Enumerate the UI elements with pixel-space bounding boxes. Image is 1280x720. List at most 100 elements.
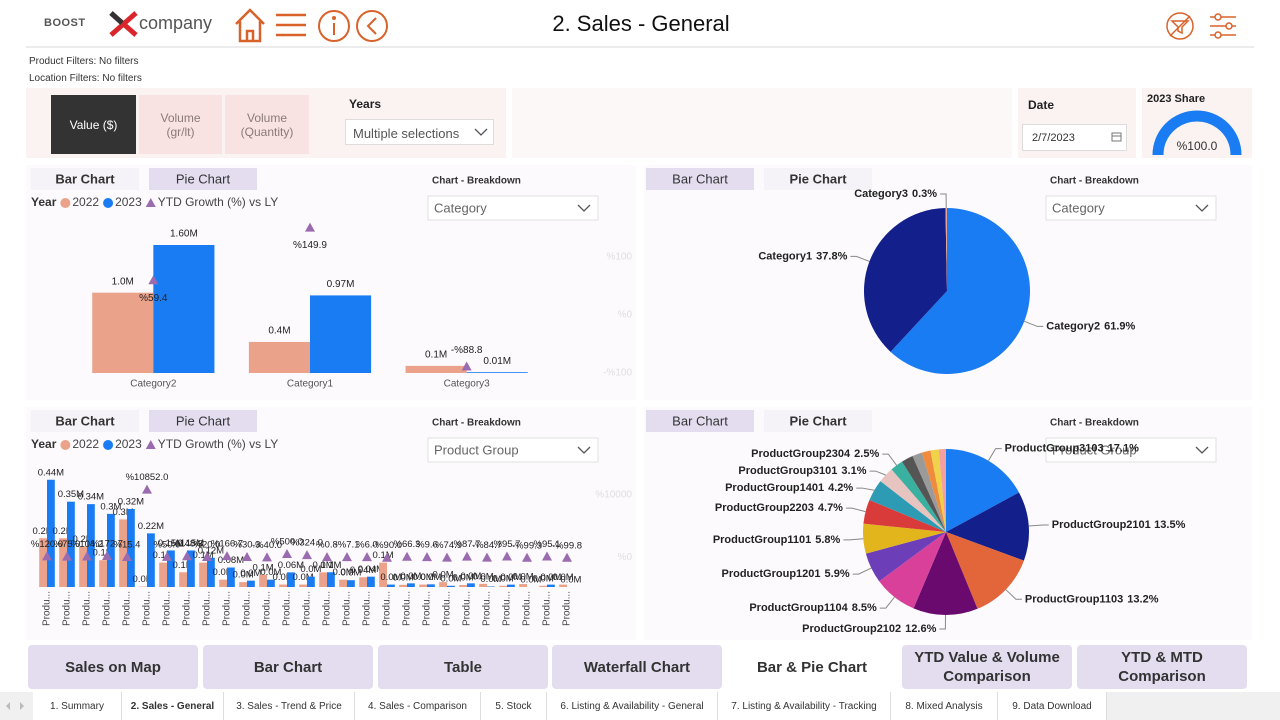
chart-tab (646, 410, 754, 432)
nav-button[interactable]: Sales on Map (28, 645, 198, 689)
bar (167, 550, 175, 587)
nav-button[interactable]: Bar Chart (203, 645, 373, 689)
growth-label: %149.9 (293, 240, 327, 251)
leader-line (940, 193, 947, 209)
growth-marker (182, 551, 192, 561)
growth-marker (322, 552, 332, 562)
x-tick-label: Produ... (482, 591, 493, 626)
pie-label-name: Category2 (1046, 320, 1100, 332)
page-tab[interactable]: 7. Listing & Availability - Tracking (718, 692, 891, 720)
page-tab[interactable]: 3. Sales - Trend & Price (224, 692, 355, 720)
data-label: 1.60M (170, 229, 198, 240)
bar (39, 538, 47, 587)
home-icon[interactable] (235, 8, 265, 43)
pie-slice (863, 208, 947, 352)
pie-label-name: ProductGroup2102 (802, 623, 901, 635)
growth-label: %95.1 (534, 539, 561, 550)
pie-label: Category2 61.9% (1046, 320, 1135, 332)
data-label: 0.3M (100, 501, 121, 512)
pie-slice (912, 452, 946, 532)
pie-label: ProductGroup1101 5.8% (713, 534, 841, 546)
x-tick-label: Produ... (362, 591, 373, 626)
pie-label-name: ProductGroup1401 (725, 482, 824, 494)
back-icon[interactable] (356, 10, 388, 42)
settings-icon[interactable] (1210, 13, 1236, 39)
bar (259, 574, 267, 587)
bar (319, 572, 327, 587)
legend-marker (60, 198, 71, 208)
bar (459, 585, 467, 587)
legend-title: Year (31, 437, 57, 451)
leader-line (852, 567, 872, 575)
pie-label-name: ProductGroup3103 (1005, 443, 1104, 455)
data-label: 0.0M (133, 574, 154, 585)
bar (419, 584, 427, 587)
gauge-arc (1152, 110, 1242, 156)
growth-label: %59.4 (139, 293, 168, 304)
pie-label: ProductGroup2102 12.6% (802, 623, 936, 635)
bar (79, 546, 87, 587)
page-tab[interactable]: 1. Summary (33, 692, 122, 720)
date-input[interactable]: 2/7/2023 (1022, 124, 1127, 151)
nav-button[interactable]: Table (378, 645, 548, 689)
chart-tab (764, 410, 872, 432)
leader-line (1028, 524, 1049, 527)
tab-scroll[interactable] (2, 698, 30, 714)
page-tab[interactable]: 2. Sales - General (122, 692, 224, 720)
data-label: 0.0M (553, 572, 574, 583)
nav-button[interactable]: Waterfall Chart (552, 645, 722, 689)
y2-tick-label: %0 (618, 309, 633, 320)
leader-line (1005, 589, 1022, 600)
chart-tab-label: Pie Chart (789, 413, 847, 428)
breakdown-value: Category (1052, 200, 1105, 215)
page-tab[interactable]: 4. Sales - Comparison (355, 692, 481, 720)
x-tick-label: Produ... (242, 591, 253, 626)
years-dropdown[interactable]: Multiple selections (345, 119, 494, 145)
pie-label: Category1 37.8% (758, 250, 847, 262)
info-icon[interactable] (318, 10, 350, 42)
bar (327, 572, 335, 587)
bar (405, 365, 467, 373)
menu-icon[interactable] (276, 13, 306, 37)
chart-tab (149, 168, 257, 190)
data-label: 0.0M (460, 571, 481, 582)
bar (466, 372, 528, 373)
bar (67, 501, 75, 587)
growth-label: %87.7 (454, 539, 481, 550)
nav-button[interactable]: Bar & Pie Chart (727, 645, 897, 689)
data-label: 0.1M (313, 560, 334, 571)
data-label: 0.44M (38, 467, 64, 478)
measure-button[interactable]: Value ($) (51, 95, 136, 154)
legend-marker (145, 440, 156, 449)
bar (310, 295, 372, 373)
page-tab[interactable]: 8. Mixed Analysis (891, 692, 998, 720)
bar (339, 579, 347, 587)
leader-line (856, 487, 875, 491)
y2-tick-label: %10000 (595, 490, 632, 501)
location-filters: Location Filters: No filters (29, 73, 142, 84)
growth-label: %30.3 (234, 539, 261, 550)
data-label: 0.0M (380, 572, 401, 583)
leader-line (869, 470, 886, 476)
pie-label-name: ProductGroup1101 (713, 534, 811, 546)
clear-filter-icon[interactable] (1166, 12, 1194, 40)
chevron (577, 446, 591, 454)
measure-button[interactable]: Volume (Quantity) (225, 95, 309, 154)
bar (467, 583, 475, 587)
data-label: 0.0M (333, 567, 354, 578)
x-tick-label: Produ... (262, 591, 273, 626)
leader-line (850, 255, 870, 262)
measure-button[interactable]: Volume (gr/lt) (139, 95, 222, 154)
growth-label: -%88.8 (451, 345, 483, 356)
page-tab[interactable]: 9. Data Download (998, 692, 1107, 720)
page-tab[interactable]: 5. Stock (481, 692, 547, 720)
growth-marker (562, 552, 572, 562)
bar (87, 504, 95, 587)
nav-button[interactable]: YTD Value & Volume Comparison (902, 645, 1072, 689)
pie-label-name: Category3 (854, 188, 908, 200)
nav-button[interactable]: YTD & MTD Comparison (1077, 645, 1247, 689)
growth-marker (202, 552, 212, 562)
page-tab[interactable]: 6. Listing & Availability - General (547, 692, 718, 720)
chart-tab (31, 168, 139, 190)
gauge-value: %100.0 (1177, 139, 1218, 153)
